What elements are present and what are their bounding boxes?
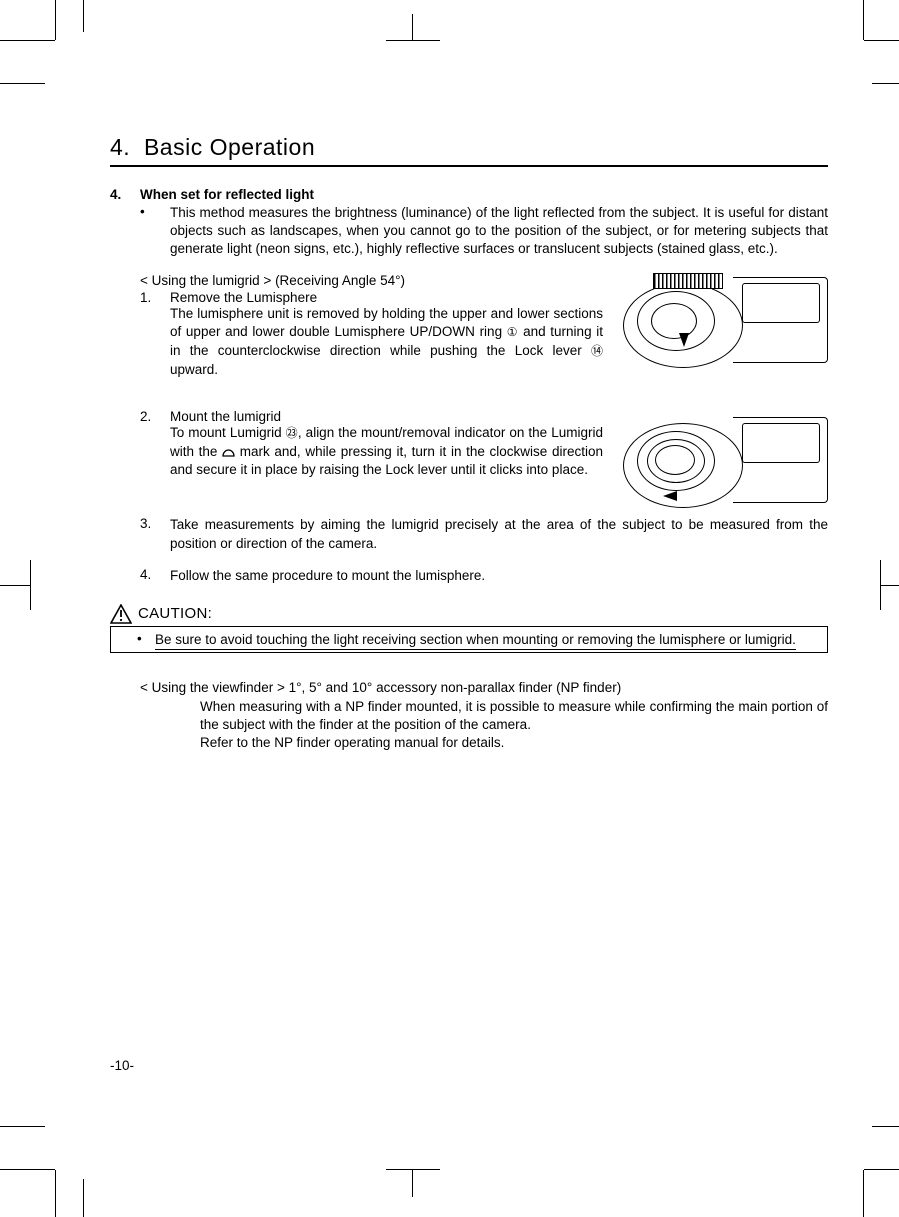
- figure-remove-lumisphere: [623, 273, 828, 383]
- step-num: 1.: [140, 290, 170, 380]
- crop-mark: [864, 40, 899, 41]
- chapter-title: 4. Basic Operation: [110, 134, 828, 167]
- step-num: 2.: [140, 409, 170, 480]
- arrow-down-icon: [679, 333, 689, 347]
- viewfinder-body-1: When measuring with a NP finder mounted,…: [200, 698, 828, 734]
- crop-mark: [83, 1179, 84, 1217]
- crop-mark: [872, 83, 899, 84]
- warning-triangle-icon: [110, 604, 132, 624]
- crop-mark: [0, 1169, 55, 1170]
- step-num: 4.: [140, 567, 170, 586]
- viewfinder-block: < Using the viewfinder > 1°, 5° and 10° …: [110, 679, 828, 752]
- step-2-body: To mount Lumigrid ㉓, align the mount/rem…: [170, 424, 603, 480]
- step-1-title: Remove the Lumisphere: [170, 290, 603, 305]
- step-2: 2. Mount the lumigrid To mount Lumigrid …: [140, 409, 603, 480]
- crop-mark: [864, 1169, 899, 1170]
- indent: [110, 204, 140, 259]
- viewfinder-heading: < Using the viewfinder > 1°, 5° and 10° …: [140, 679, 828, 697]
- crop-mark: [386, 40, 440, 41]
- step-4: 4. Follow the same procedure to mount th…: [140, 567, 828, 586]
- crop-mark: [0, 1126, 45, 1127]
- crop-mark: [0, 585, 30, 586]
- step-2-title: Mount the lumigrid: [170, 409, 603, 424]
- text: To mount Lumigrid: [170, 425, 286, 440]
- crop-mark: [412, 14, 413, 40]
- section-title: When set for reflected light: [140, 187, 314, 202]
- text: upward.: [170, 362, 218, 377]
- circled-1-icon: ①: [507, 325, 519, 339]
- bullet: •: [119, 631, 155, 651]
- section-number: 4.: [110, 187, 140, 202]
- section-intro-row: • This method measures the brightness (l…: [110, 204, 828, 259]
- crop-mark: [881, 585, 899, 586]
- dome-mark-icon: [222, 448, 235, 457]
- step-1: 1. Remove the Lumisphere The lumisphere …: [140, 290, 603, 380]
- chapter-num: 4.: [110, 134, 130, 160]
- crop-mark: [0, 83, 45, 84]
- step-num: 3.: [140, 516, 170, 553]
- circled-23-icon: ㉓: [286, 426, 298, 440]
- step-1-body: The lumisphere unit is removed by holdin…: [170, 305, 603, 380]
- crop-mark: [872, 1126, 899, 1127]
- crop-mark: [863, 1170, 864, 1217]
- crop-mark: [30, 560, 31, 610]
- crop-mark: [83, 0, 84, 32]
- section-heading: 4. When set for reflected light: [110, 187, 828, 202]
- crop-mark: [412, 1170, 413, 1197]
- crop-mark: [386, 1169, 440, 1170]
- page-number: -10-: [110, 1058, 134, 1073]
- crop-mark: [880, 560, 881, 610]
- section-intro: This method measures the brightness (lum…: [170, 204, 828, 259]
- step-4-body: Follow the same procedure to mount the l…: [170, 567, 828, 586]
- crop-mark: [863, 0, 864, 40]
- caution-text: Be sure to avoid touching the light rece…: [155, 631, 796, 651]
- lumigrid-heading: < Using the lumigrid > (Receiving Angle …: [140, 273, 603, 288]
- caution-label: CAUTION:: [138, 605, 212, 622]
- arrow-left-icon: [663, 491, 677, 501]
- figure-mount-lumigrid: [623, 413, 828, 523]
- crop-mark: [0, 40, 55, 41]
- caution-heading: CAUTION:: [110, 604, 828, 624]
- caution-box: • Be sure to avoid touching the light re…: [110, 626, 828, 654]
- viewfinder-body-2: Refer to the NP finder operating manual …: [200, 734, 828, 752]
- crop-mark: [55, 0, 56, 40]
- chapter-name: Basic Operation: [144, 134, 315, 160]
- circled-14-icon: ⑭: [591, 344, 603, 358]
- crop-mark: [55, 1170, 56, 1217]
- bullet: •: [140, 204, 170, 259]
